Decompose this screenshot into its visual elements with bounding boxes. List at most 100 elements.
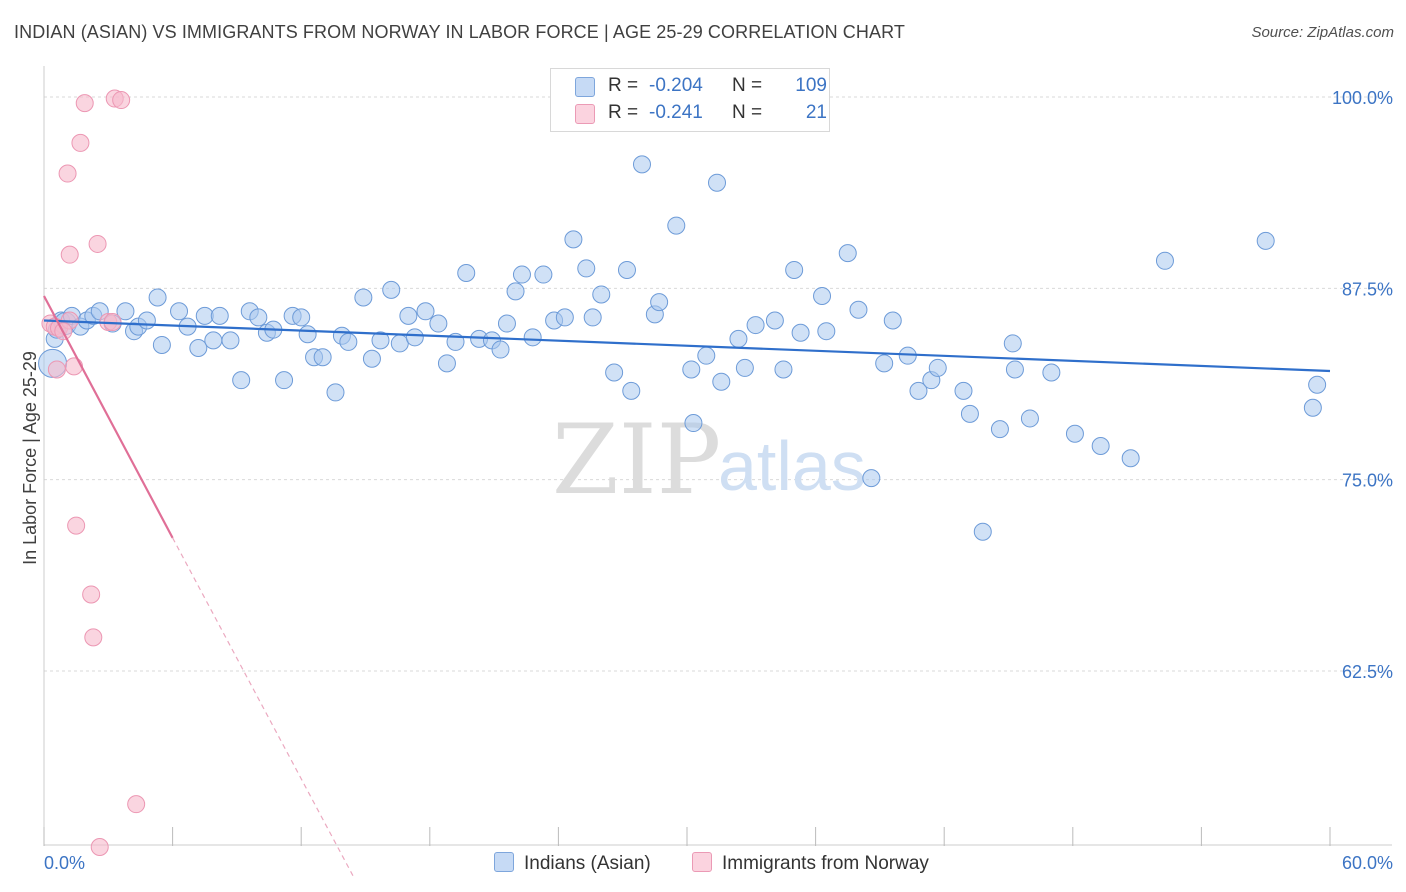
data-point-indians (1003, 334, 1022, 353)
data-point-indians (928, 358, 947, 377)
x-tick-label-max: 60.0% (1342, 853, 1393, 873)
data-point-indians (712, 372, 731, 391)
chart-title: INDIAN (ASIAN) VS IMMIGRANTS FROM NORWAY… (14, 22, 905, 42)
points-layer (38, 89, 1327, 857)
data-point-indians (313, 348, 332, 367)
data-point-indians (275, 371, 294, 390)
bottom-legend-swatch-indians (494, 852, 514, 872)
data-point-indians (564, 230, 583, 249)
stats-legend: R = -0.204 N = 109 R = -0.241 N = 21 (550, 68, 830, 132)
data-point-indians (577, 259, 596, 278)
data-point-indians (326, 383, 345, 402)
legend-swatch-norway (575, 104, 595, 124)
grid-layer (44, 96, 1392, 672)
data-point-indians (195, 306, 214, 325)
data-point-indians (382, 280, 401, 299)
y-tick-label: 75.0% (1342, 471, 1393, 491)
data-point-norway (71, 133, 90, 152)
bottom-legend-label-indians: Indians (Asian) (524, 853, 651, 874)
data-point-indians (437, 354, 456, 373)
legend-r-label: R = (608, 102, 639, 123)
data-point-indians (875, 354, 894, 373)
data-point-indians (708, 173, 727, 192)
data-point-indians (954, 381, 973, 400)
data-point-indians (592, 285, 611, 304)
data-point-indians (210, 306, 229, 325)
data-point-norway (58, 164, 77, 183)
data-point-indians (632, 155, 651, 174)
data-point-norway (47, 360, 66, 379)
label-layer: 62.5% 75.0% 87.5% 100.0% 0.0% 60.0% In Labor F… (20, 88, 1393, 873)
data-point-indians (617, 260, 636, 279)
data-point-indians (116, 302, 135, 321)
data-point-indians (534, 265, 553, 284)
chart-source: Source: ZipAtlas.com (1251, 24, 1394, 41)
data-point-indians (774, 360, 793, 379)
trend-line-indians (43, 319, 1331, 373)
data-point-indians (583, 308, 602, 327)
data-point-indians (249, 308, 268, 327)
data-point-indians (152, 335, 171, 354)
data-point-indians (512, 265, 531, 284)
data-point-indians (555, 308, 574, 327)
data-point-indians (1303, 398, 1322, 417)
data-point-indians (838, 244, 857, 263)
data-point-norway (88, 234, 107, 253)
legend-n-label: N = (732, 102, 763, 123)
bottom-legend-label-norway: Immigrants from Norway (722, 853, 929, 874)
data-point-norway (84, 628, 103, 647)
data-point-indians (221, 331, 240, 350)
data-point-indians (298, 325, 317, 344)
data-point-indians (1256, 231, 1275, 250)
data-point-norway (90, 838, 109, 857)
watermark-atlas: atlas (718, 427, 866, 505)
data-point-indians (523, 328, 542, 347)
axis-layer (43, 66, 1392, 846)
legend-r-value: -0.204 (649, 75, 703, 96)
data-point-indians (960, 404, 979, 423)
data-point-indians (292, 308, 311, 327)
data-point-indians (817, 322, 836, 341)
data-point-indians (862, 469, 881, 488)
data-point-indians (232, 371, 251, 390)
data-point-indians (1065, 424, 1084, 443)
data-point-indians (1155, 251, 1174, 270)
data-point-indians (457, 264, 476, 283)
data-point-indians (1005, 360, 1024, 379)
bottom-legend-indians: Indians (Asian) (494, 852, 651, 875)
data-point-indians (667, 216, 686, 235)
bottom-legend-norway: Immigrants from Norway (692, 852, 929, 875)
data-point-norway (75, 94, 94, 113)
data-point-indians (170, 302, 189, 321)
data-point-indians (684, 414, 703, 433)
y-tick-label: 100.0% (1332, 88, 1393, 108)
trend-layer (43, 295, 1331, 880)
data-point-indians (605, 363, 624, 382)
legend-n-label: N = (732, 75, 763, 96)
data-point-indians (1121, 449, 1140, 468)
data-point-indians (697, 346, 716, 365)
data-point-indians (399, 306, 418, 325)
data-point-norway (67, 516, 86, 535)
legend-n-value: 109 (795, 75, 827, 96)
data-point-indians (339, 332, 358, 351)
data-point-indians (405, 328, 424, 347)
data-point-indians (883, 311, 902, 330)
data-point-indians (973, 522, 992, 541)
data-point-indians (785, 260, 804, 279)
data-point-norway (112, 91, 131, 110)
data-point-indians (491, 340, 510, 359)
data-point-indians (990, 420, 1009, 439)
legend-swatch-indians (575, 77, 595, 97)
data-point-indians (148, 288, 167, 307)
y-tick-label: 87.5% (1342, 279, 1393, 299)
data-point-indians (1091, 436, 1110, 455)
legend-r-label: R = (608, 75, 639, 96)
data-point-indians (909, 381, 928, 400)
data-point-indians (1308, 375, 1327, 394)
data-point-indians (1020, 409, 1039, 428)
data-point-indians (650, 293, 669, 312)
data-point-indians (735, 358, 754, 377)
bottom-legend-swatch-norway (692, 852, 712, 872)
